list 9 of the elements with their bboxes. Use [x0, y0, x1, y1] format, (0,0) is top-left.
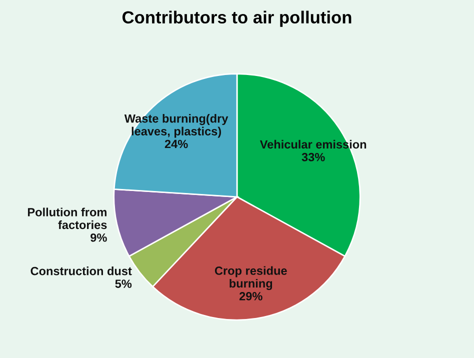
- data-label: 5%: [115, 280, 132, 288]
- data-label: 24%: [164, 140, 188, 148]
- slice-label: Pollution from factories: [28, 208, 107, 230]
- data-label: 33%: [302, 152, 325, 162]
- slice-label: Crop residue burning: [214, 266, 287, 290]
- data-label: 9%: [90, 233, 107, 242]
- data-label: 29%: [239, 292, 262, 300]
- slice-label: Construction dust: [30, 266, 132, 276]
- chart-title: Contributors to air pollution: [122, 10, 352, 27]
